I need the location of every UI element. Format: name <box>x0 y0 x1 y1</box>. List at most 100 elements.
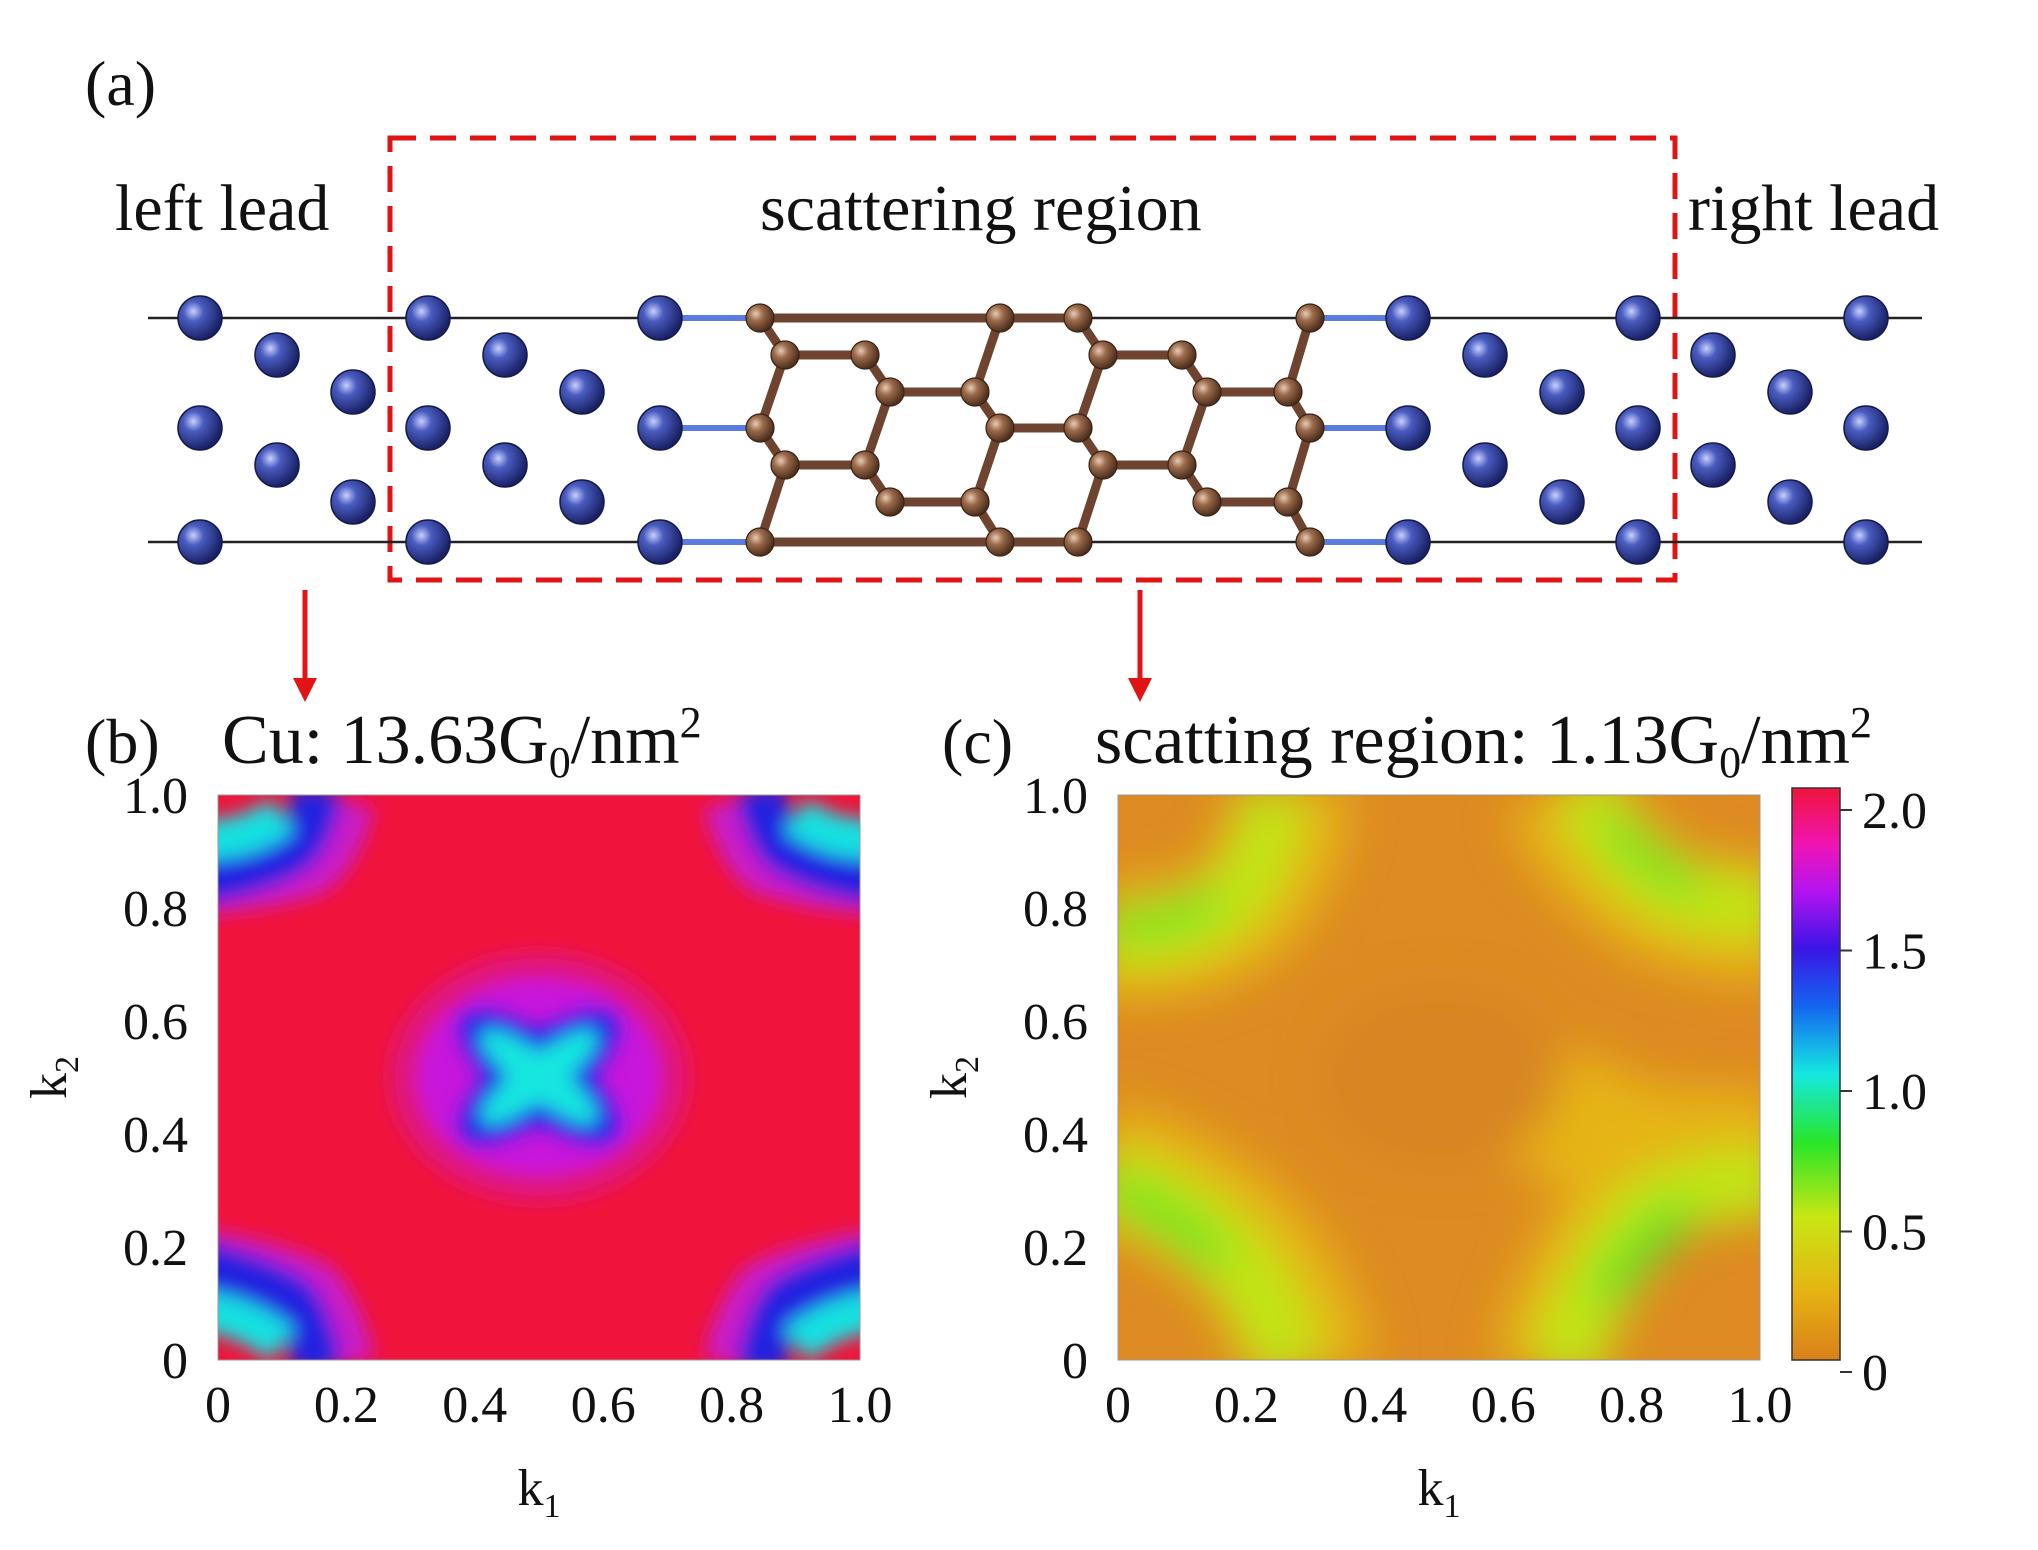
cu-atom <box>1539 369 1585 415</box>
panel-b-label: (b) <box>85 706 160 777</box>
cu-atom <box>1615 519 1661 565</box>
carbon-atom <box>875 487 905 517</box>
cu-atom <box>1843 519 1889 565</box>
carbon-atom <box>1167 450 1197 480</box>
y-axis-label: k2 <box>921 1056 986 1099</box>
colorbar-tick-label: 0.5 <box>1862 1205 1927 1262</box>
panel-b-title: Cu: 13.63G0/nm2 <box>222 698 702 787</box>
cu-atom <box>482 442 528 488</box>
cu-atom <box>330 369 376 415</box>
x-tick-label: 0.4 <box>442 1377 507 1434</box>
carbon-atom <box>850 340 880 370</box>
y-tick-label: 0 <box>162 1333 188 1390</box>
y-tick-label: 0.2 <box>123 1220 188 1277</box>
cu-atom <box>1385 519 1431 565</box>
scattering-region-box <box>387 135 1678 583</box>
carbon-atom <box>985 413 1015 443</box>
heatmap-b <box>218 795 860 1360</box>
cu-atom <box>1767 479 1813 525</box>
corner-arc-tr <box>704 795 860 914</box>
cu-atom <box>637 519 683 565</box>
carbon-atom <box>875 377 905 407</box>
arc-top-left <box>1118 795 1350 1000</box>
y-axis-label: k2 <box>21 1056 86 1099</box>
y-tick-label: 0.4 <box>123 1107 188 1164</box>
cu-atom <box>254 332 300 378</box>
x-tick-label: 0.8 <box>699 1377 764 1434</box>
y-tick-label: 0.6 <box>1023 994 1088 1051</box>
carbon-atom <box>745 527 775 557</box>
cu-atom <box>177 519 223 565</box>
y-tick-label: 0.2 <box>1023 1220 1088 1277</box>
cu-atom <box>254 442 300 488</box>
carbon-atom <box>985 527 1015 557</box>
carbon-atom <box>770 340 800 370</box>
cu-atom <box>1615 405 1661 451</box>
carbon-atom <box>1295 303 1325 333</box>
cu-atom <box>1539 479 1585 525</box>
carbon-atom <box>1192 377 1222 407</box>
y-tick-label: 1.0 <box>123 768 188 825</box>
arc-bottom-right <box>1492 1045 1760 1360</box>
cu-atom <box>1615 295 1661 341</box>
x-tick-label: 0.2 <box>1214 1377 1279 1434</box>
center-cross <box>389 952 689 1202</box>
carbon-atom <box>1273 487 1303 517</box>
cu-atom <box>1462 442 1508 488</box>
carbon-atom <box>1063 303 1093 333</box>
cu-atom <box>1843 295 1889 341</box>
carbon-atom <box>985 303 1015 333</box>
cu-atom <box>482 332 528 378</box>
cu-atom <box>177 295 223 341</box>
carbon-atom <box>745 303 775 333</box>
corner-arc-tl <box>218 795 374 914</box>
cu-atom <box>1843 405 1889 451</box>
heatmap-c <box>1118 795 1760 1360</box>
colorbar <box>1791 787 1841 1361</box>
carbon-atom <box>770 450 800 480</box>
carbon-atom <box>850 450 880 480</box>
cu-atom <box>405 405 451 451</box>
arrow-scattering <box>1128 590 1152 702</box>
plot-frame <box>1117 794 1761 1361</box>
atoms <box>177 295 1889 565</box>
corner-arc-br <box>703 1232 860 1360</box>
cu-atom <box>1462 332 1508 378</box>
cu-atom <box>405 295 451 341</box>
cu-atom <box>1690 442 1736 488</box>
panel-c-title: scatting region: 1.13G0/nm2 <box>1095 698 1872 787</box>
carbon-atom <box>1273 377 1303 407</box>
x-tick-label: 1.0 <box>828 1377 893 1434</box>
carbon-atom <box>1063 413 1093 443</box>
carbon-atom <box>1088 450 1118 480</box>
colorbar-tick-label: 1.5 <box>1862 924 1927 981</box>
carbon-atom <box>1295 527 1325 557</box>
y-tick-label: 0.6 <box>123 994 188 1051</box>
y-tick-label: 0.8 <box>123 881 188 938</box>
y-tick-label: 1.0 <box>1023 768 1088 825</box>
carbon-atom <box>960 487 990 517</box>
cu-atom <box>559 479 605 525</box>
x-tick-label: 0.2 <box>314 1377 379 1434</box>
carbon-atom <box>745 413 775 443</box>
carbon-atom <box>1167 340 1197 370</box>
panel-a-label: (a) <box>85 48 156 119</box>
plot-frame <box>217 794 861 1361</box>
carbon-atom <box>1192 487 1222 517</box>
x-tick-label: 0.8 <box>1599 1377 1664 1434</box>
cu-atom <box>1385 405 1431 451</box>
cu-atom <box>405 519 451 565</box>
scattering-region-label: scattering region <box>760 172 1202 245</box>
x-tick-label: 0.6 <box>1471 1377 1536 1434</box>
cu-atom <box>1767 369 1813 415</box>
right-lead-label: right lead <box>1688 172 1939 245</box>
x-tick-label: 0 <box>205 1377 231 1434</box>
arc-top-right <box>1506 795 1760 981</box>
panel-c-label: (c) <box>942 706 1013 777</box>
colorbar-ticks: 0 0.5 1.0 1.5 2.0 <box>1840 783 1927 1402</box>
x-axis-label: k1 <box>518 1460 561 1525</box>
x-tick-label: 0.6 <box>571 1377 636 1434</box>
left-lead-label: left lead <box>115 172 329 245</box>
y-tick-label: 0.4 <box>1023 1107 1088 1164</box>
